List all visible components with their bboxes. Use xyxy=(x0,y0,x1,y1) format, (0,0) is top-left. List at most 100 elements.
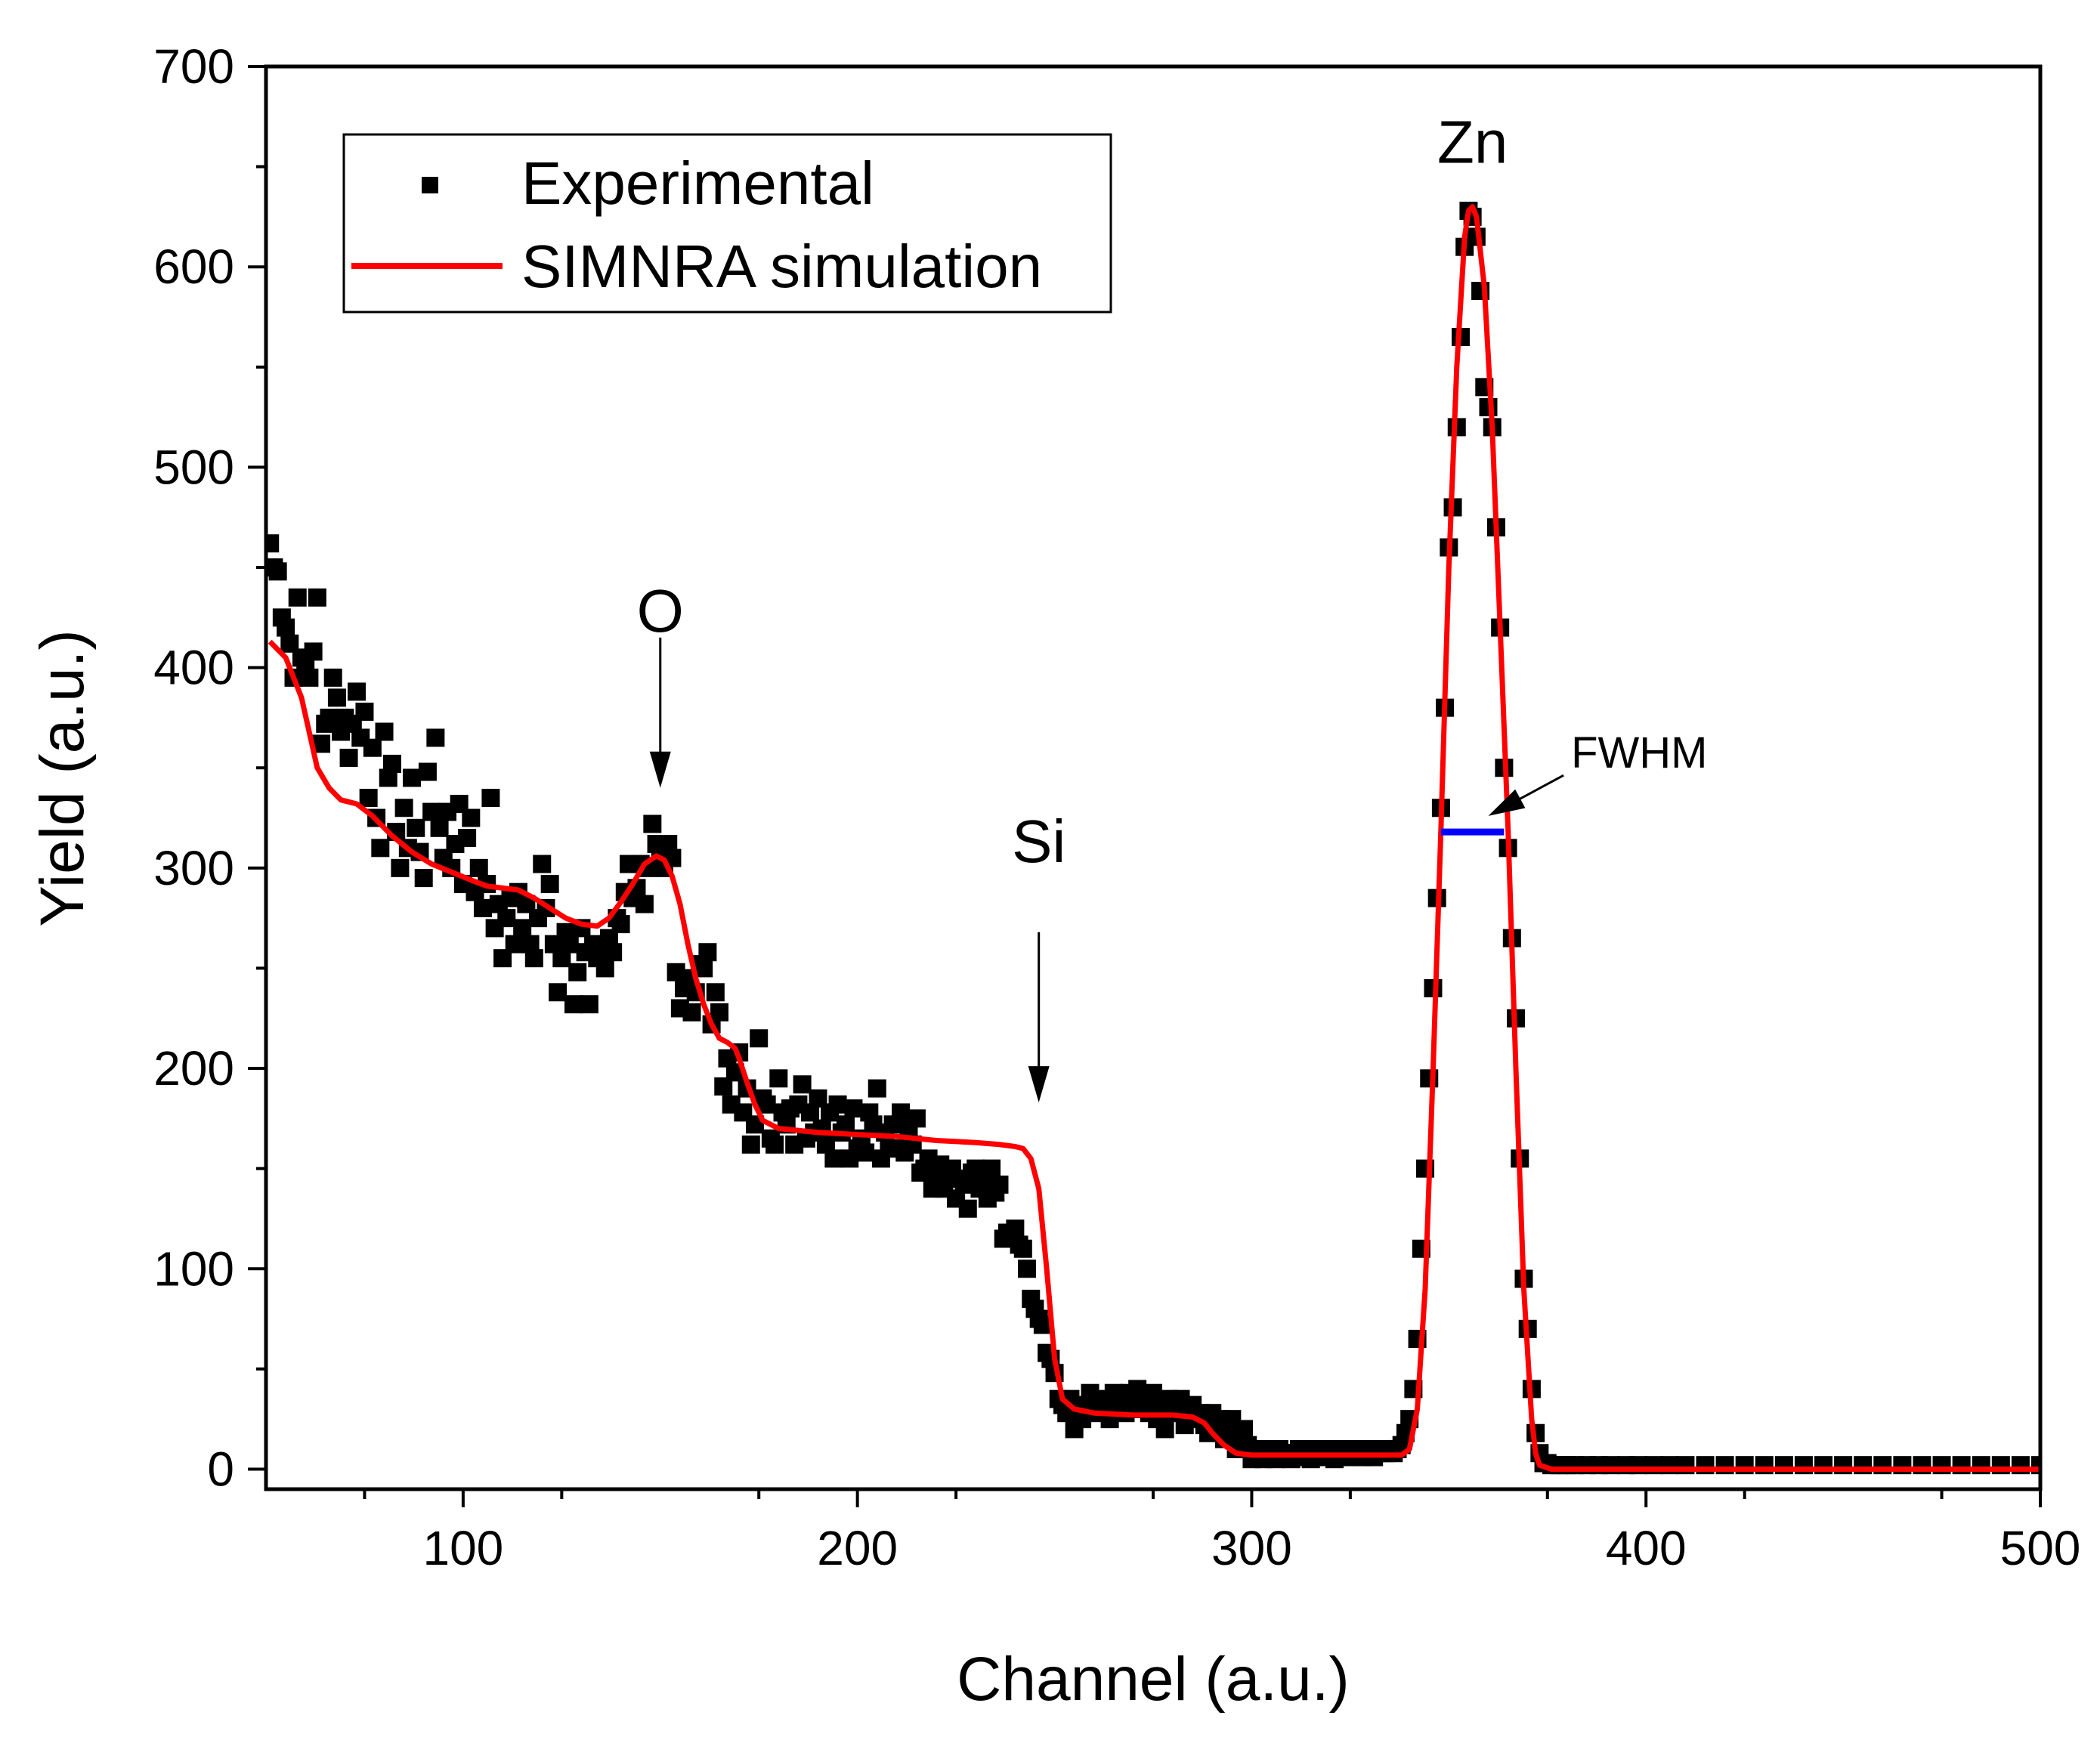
legend-experimental-marker xyxy=(422,177,438,193)
experimental-point-11 xyxy=(304,642,323,661)
experimental-point-40 xyxy=(418,762,437,781)
experimental-point-191 xyxy=(1013,1239,1032,1258)
experimental-point-26 xyxy=(363,738,382,757)
experimental-point-124 xyxy=(750,1029,769,1048)
experimental-point-164 xyxy=(907,1109,926,1128)
y-tick-label-300: 300 xyxy=(153,841,234,895)
experimental-point-189 xyxy=(1006,1219,1025,1238)
experimental-point-135 xyxy=(793,1075,812,1094)
x-tick-label-300: 300 xyxy=(1211,1521,1292,1575)
y-tick-label-100: 100 xyxy=(153,1241,234,1296)
experimental-point-50 xyxy=(458,829,477,848)
experimental-point-227 xyxy=(1155,1420,1174,1439)
experimental-point-154 xyxy=(868,1079,886,1098)
experimental-point-67 xyxy=(524,949,543,968)
experimental-point-87 xyxy=(604,943,623,962)
experimental-point-97 xyxy=(643,814,662,833)
annotation-si: Si xyxy=(1012,808,1065,875)
experimental-point-36 xyxy=(403,768,422,787)
experimental-point-0 xyxy=(266,534,280,553)
experimental-point-25 xyxy=(359,789,378,808)
y-tick-label-400: 400 xyxy=(153,641,234,695)
experimental-point-85 xyxy=(595,959,614,978)
experimental-point-4 xyxy=(277,618,295,637)
experimental-point-33 xyxy=(391,858,410,877)
experimental-point-41 xyxy=(422,802,441,821)
x-axis-title: Channel (a.u.) xyxy=(957,1645,1350,1714)
experimental-point-128 xyxy=(765,1135,784,1154)
experimental-point-34 xyxy=(394,799,413,818)
experimental-point-95 xyxy=(635,895,654,913)
experimental-point-107 xyxy=(682,1003,701,1021)
experimental-point-17 xyxy=(327,688,346,707)
experimental-point-148 xyxy=(844,1099,863,1118)
annotation-fwhm-arrow-line xyxy=(1514,774,1564,803)
annotation-o-arrow-head xyxy=(649,751,671,788)
experimental-point-73 xyxy=(549,983,568,1002)
experimental-point-37 xyxy=(407,818,425,837)
experimental-point-54 xyxy=(473,898,492,917)
experimental-point-12 xyxy=(308,588,326,607)
experimental-point-185 xyxy=(990,1175,1009,1194)
experimental-point-69 xyxy=(533,855,552,873)
experimental-point-160 xyxy=(892,1103,911,1122)
legend: Experimental SIMNRA simulation xyxy=(342,133,1112,314)
experimental-point-111 xyxy=(698,943,717,962)
experimental-point-7 xyxy=(288,588,307,607)
experimental-point-10 xyxy=(300,668,319,687)
x-tick-label-100: 100 xyxy=(422,1521,503,1575)
annotation-fwhm-arrow-head xyxy=(1488,789,1526,816)
experimental-point-113 xyxy=(706,983,725,1002)
annotation-o: O xyxy=(637,577,684,644)
x-tick-label-500: 500 xyxy=(2000,1521,2081,1575)
experimental-point-42 xyxy=(426,728,445,747)
experimental-point-16 xyxy=(323,668,342,687)
experimental-point-247 xyxy=(1235,1420,1254,1439)
experimental-point-151 xyxy=(856,1143,875,1162)
experimental-point-31 xyxy=(382,754,401,773)
experimental-point-81 xyxy=(580,995,598,1014)
experimental-point-146 xyxy=(837,1115,855,1134)
experimental-point-20 xyxy=(339,748,358,767)
experimental-point-22 xyxy=(348,682,366,701)
experimental-point-43 xyxy=(430,818,449,837)
experimental-point-39 xyxy=(414,869,433,888)
experimental-point-51 xyxy=(462,808,481,827)
experimental-point-24 xyxy=(355,702,374,721)
y-tick-label-600: 600 xyxy=(153,240,234,294)
experimental-point-143 xyxy=(824,1149,843,1168)
y-tick-label-700: 700 xyxy=(153,39,234,94)
experimental-point-192 xyxy=(1018,1259,1037,1278)
experimental-point-129 xyxy=(769,1069,788,1088)
experimental-point-29 xyxy=(375,722,394,741)
experimental-point-126 xyxy=(757,1095,776,1114)
y-axis-title: Yield (a.u.) xyxy=(28,629,97,926)
annotation-si-arrow-head xyxy=(1028,1066,1050,1103)
legend-simulation-label: SIMNRA simulation xyxy=(521,233,1042,300)
experimental-point-177 xyxy=(958,1199,977,1218)
experimental-point-60 xyxy=(497,909,516,928)
experimental-point-122 xyxy=(741,1135,760,1154)
experimental-point-77 xyxy=(564,995,583,1014)
annotation-zn: Zn xyxy=(1437,108,1508,175)
annotation-fwhm: FWHM xyxy=(1571,728,1707,777)
experimental-point-110 xyxy=(694,959,713,978)
legend-experimental-label: Experimental xyxy=(521,150,874,217)
y-tick-label-200: 200 xyxy=(153,1041,234,1096)
experimental-point-89 xyxy=(611,915,630,934)
experimental-point-71 xyxy=(540,875,559,894)
legend-box xyxy=(342,133,1112,314)
experimental-point-28 xyxy=(371,839,390,858)
experimental-point-78 xyxy=(568,963,587,981)
experimental-point-56 xyxy=(481,789,500,808)
y-tick-label-500: 500 xyxy=(153,440,234,494)
y-tick-label-0: 0 xyxy=(207,1442,234,1496)
experimental-point-76 xyxy=(560,935,579,953)
experimental-point-114 xyxy=(710,1003,729,1021)
simulation-line xyxy=(268,204,2040,1472)
experimental-point-144 xyxy=(828,1095,847,1114)
x-tick-label-400: 400 xyxy=(1606,1521,1687,1575)
experimental-point-183 xyxy=(982,1159,1001,1178)
experimental-point-2 xyxy=(268,562,287,581)
